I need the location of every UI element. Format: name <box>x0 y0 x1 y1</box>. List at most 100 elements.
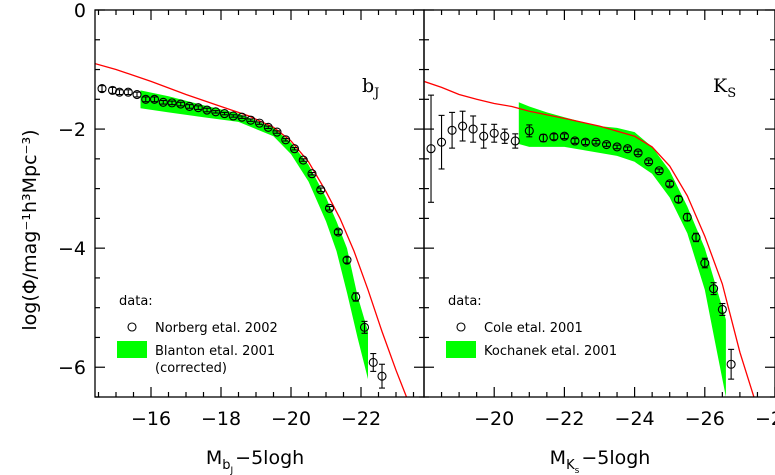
left-data-marker <box>307 169 317 179</box>
right-data-point <box>623 144 633 154</box>
left-data-marker <box>246 115 256 125</box>
left-data-point <box>351 292 361 302</box>
right-data-marker <box>538 133 548 143</box>
left-data-point <box>254 118 265 128</box>
right-data-point <box>691 232 701 243</box>
left-data-marker <box>298 155 308 165</box>
right-data-marker <box>524 126 534 136</box>
right-data-point <box>549 132 559 142</box>
right-data-point <box>601 140 612 150</box>
left-data-point <box>158 97 168 107</box>
left-legend-band-label-line2: (corrected) <box>155 361 227 376</box>
left-data-marker <box>167 98 177 108</box>
left-data-marker <box>263 122 273 132</box>
right-data-point <box>436 114 447 170</box>
left-data-marker <box>158 97 168 107</box>
left-data-point <box>324 203 335 213</box>
right-data-marker <box>644 157 654 167</box>
right-data-marker <box>436 137 447 147</box>
right-legend-band-swatch <box>446 341 476 358</box>
left-x-axis-label: MbJ−5logh <box>206 447 304 475</box>
left-data-marker <box>324 203 335 213</box>
left-data-marker <box>211 107 221 117</box>
right-x-sub: K <box>566 458 575 473</box>
left-data-marker <box>149 94 160 104</box>
left-data-marker <box>107 85 118 95</box>
left-legend-title: data: <box>119 294 153 309</box>
left-y-tick-label: 0 <box>74 0 86 22</box>
right-data-point <box>709 282 719 296</box>
right-band-series <box>518 102 726 397</box>
left-data-marker <box>132 89 142 100</box>
left-data-point <box>237 112 247 122</box>
left-data-point <box>281 135 291 145</box>
left-data-marker <box>289 144 300 154</box>
right-x-tick-label: −20 <box>474 408 514 430</box>
right-data-marker <box>559 131 569 141</box>
right-data-marker <box>709 284 719 294</box>
right-data-marker <box>682 212 692 222</box>
right-data-point <box>524 124 534 138</box>
right-data-marker <box>623 144 633 154</box>
left-data-point <box>202 105 212 115</box>
right-data-point <box>717 302 727 316</box>
right-data-marker <box>654 166 664 176</box>
left-x-tail: −5logh <box>235 447 304 469</box>
left-data-marker <box>351 292 361 302</box>
right-data-marker <box>591 137 601 147</box>
left-axes-frame <box>94 9 425 398</box>
left-data-point <box>219 109 230 119</box>
right-data-marker <box>458 121 468 131</box>
left-legend-points-label: Norberg etal. 2002 <box>155 321 278 336</box>
left-panel-label: bJ <box>362 75 379 101</box>
left-data-marker <box>281 135 291 145</box>
right-x-tail: −5logh <box>581 447 650 469</box>
right-model-line <box>424 80 755 397</box>
right-data-marker <box>549 132 559 142</box>
right-data-marker <box>717 304 727 315</box>
right-legend-title: data: <box>448 294 482 309</box>
left-data-marker <box>114 87 125 97</box>
right-data-marker <box>510 136 520 146</box>
left-x-main: M <box>206 447 222 469</box>
right-x-tick-label: −24 <box>615 408 655 430</box>
right-data-marker <box>700 258 710 268</box>
right-data-marker <box>479 131 489 141</box>
left-x-tick-label: −18 <box>201 408 241 430</box>
left-data-point <box>246 115 256 125</box>
left-data-marker <box>368 357 378 368</box>
right-data-point <box>510 133 520 149</box>
left-data-point <box>368 352 378 372</box>
left-data-marker <box>219 109 230 119</box>
right-data-marker <box>601 140 612 150</box>
left-data-marker <box>123 87 133 97</box>
right-data-marker <box>633 148 643 158</box>
right-data-point <box>591 137 601 147</box>
left-panel-label-main: b <box>362 75 374 97</box>
left-data-point <box>272 127 282 137</box>
right-data-point <box>426 94 436 203</box>
left-legend-band-label: Blanton etal. 2001 <box>155 344 275 359</box>
right-data-marker <box>673 194 684 204</box>
right-x-tick-label: −26 <box>685 408 725 430</box>
left-data-marker <box>193 103 203 113</box>
left-data-point <box>289 144 300 154</box>
left-y-tick-label: −2 <box>58 119 86 141</box>
right-data-point <box>570 136 580 146</box>
left-x-tick-label: −22 <box>341 408 381 430</box>
left-data-marker <box>176 99 186 109</box>
right-plot-area <box>424 80 755 397</box>
left-data-point <box>167 98 177 108</box>
right-data-point <box>559 131 569 141</box>
right-data-point <box>726 348 736 380</box>
right-x-tick-label: −28 <box>755 408 775 430</box>
right-data-point <box>612 142 622 152</box>
left-y-tick-label: −6 <box>58 357 86 379</box>
left-data-marker <box>272 127 282 137</box>
left-x-sub: b <box>222 458 230 473</box>
right-data-marker <box>489 128 499 138</box>
left-y-tick-label: −4 <box>58 238 86 260</box>
left-data-marker <box>228 111 238 121</box>
right-panel-label: KS <box>713 75 736 101</box>
left-data-marker <box>342 255 352 265</box>
